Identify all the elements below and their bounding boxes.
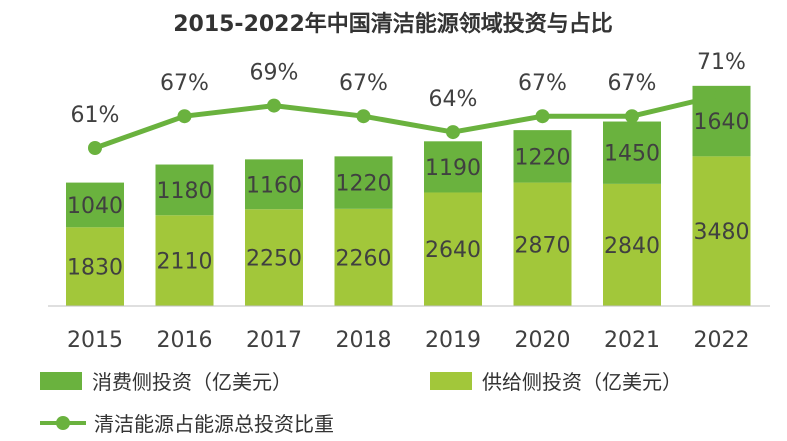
label-supply-2015: 1830 — [67, 256, 123, 281]
label-supply-2022: 3480 — [694, 220, 750, 245]
x-tick-2017: 2017 — [246, 328, 302, 353]
bar-supply-2018 — [334, 208, 393, 306]
bar-consumption-2021 — [603, 121, 661, 184]
bar-consumption-2019 — [424, 141, 482, 193]
share-label-2018: 67% — [339, 71, 388, 96]
bar-supply-2022 — [692, 156, 751, 306]
bars-layer: 1830 1040 2110 1180 2250 1160 2260 1220 2640 1190… — [66, 85, 751, 306]
x-tick-2020: 2020 — [515, 328, 571, 353]
legend-swatch-consumption — [40, 371, 82, 390]
bar-consumption-2017 — [245, 159, 303, 210]
legend-item-supply: 供给侧投资（亿美元） — [430, 366, 682, 395]
label-consumption-2020: 1220 — [515, 145, 571, 170]
label-supply-2018: 2260 — [336, 246, 392, 271]
share-label-2015: 61% — [71, 103, 120, 128]
label-consumption-2017: 1160 — [246, 173, 302, 198]
label-supply-2020: 2870 — [515, 233, 571, 258]
legend-label-share: 清洁能源占能源总投资比重 — [94, 412, 334, 436]
share-point-2015 — [88, 141, 102, 155]
share-label-2021: 67% — [608, 71, 657, 96]
share-label-2022: 71% — [697, 50, 746, 75]
legend-swatch-supply — [430, 371, 472, 390]
x-tick-2018: 2018 — [336, 328, 392, 353]
label-consumption-2022: 1640 — [694, 110, 750, 135]
label-consumption-2019: 1190 — [425, 156, 481, 181]
label-consumption-2018: 1220 — [336, 172, 392, 197]
bar-supply-2020 — [513, 182, 572, 306]
share-label-2017: 69% — [250, 61, 299, 86]
label-supply-2019: 2640 — [425, 238, 481, 263]
legend-item-share: 清洁能源占能源总投资比重 — [40, 408, 334, 437]
label-supply-2017: 2250 — [246, 247, 302, 272]
share-point-2021 — [625, 109, 639, 124]
share-line — [94, 92, 723, 151]
label-consumption-2015: 1040 — [67, 194, 123, 219]
share-point-2018 — [356, 109, 371, 124]
x-tick-2015: 2015 — [67, 328, 123, 353]
share-point-2020 — [535, 109, 550, 124]
label-supply-2016: 2110 — [157, 250, 213, 275]
legend-label-consumption: 消费侧投资（亿美元） — [92, 370, 292, 394]
bar-consumption-2016 — [155, 164, 214, 216]
label-consumption-2016: 1180 — [157, 179, 213, 204]
share-point-2016 — [177, 109, 192, 124]
bar-supply-2017 — [245, 209, 303, 306]
bar-consumption-2018 — [334, 156, 393, 209]
share-point-2022 — [714, 88, 729, 102]
chart-title: 2015-2022年中国清洁能源领域投资与占比 — [173, 11, 613, 37]
legend: 消费侧投资（亿美元） 供给侧投资（亿美元） 清洁能源占能源总投资比重 — [40, 366, 780, 438]
x-tick-2016: 2016 — [157, 328, 213, 353]
bar-supply-2019 — [424, 192, 482, 306]
bar-consumption-2020 — [513, 130, 572, 183]
share-point-2019 — [446, 125, 460, 140]
bar-supply-2015 — [66, 227, 124, 306]
legend-item-consumption: 消费侧投资（亿美元） — [40, 366, 292, 395]
line-layer: 61% 67% 69% 67% 64% 67% 67% 71% — [71, 50, 746, 155]
label-consumption-2021: 1450 — [604, 142, 660, 167]
legend-label-supply: 供给侧投资（亿美元） — [482, 370, 682, 394]
label-supply-2021: 2840 — [604, 234, 660, 259]
share-label-2016: 67% — [160, 71, 209, 96]
x-tick-2022: 2022 — [694, 328, 750, 353]
share-point-2017 — [267, 98, 281, 113]
share-label-2019: 64% — [429, 87, 478, 112]
share-label-2020: 67% — [518, 71, 567, 96]
x-tick-labels: 2015 2016 2017 2018 2019 2020 2021 2022 — [67, 328, 750, 353]
bar-supply-2021 — [603, 183, 661, 306]
x-tick-2021: 2021 — [604, 328, 660, 353]
bar-consumption-2015 — [66, 182, 124, 228]
legend-line-marker — [40, 414, 86, 432]
bar-supply-2016 — [155, 215, 214, 306]
x-tick-2019: 2019 — [425, 328, 481, 353]
